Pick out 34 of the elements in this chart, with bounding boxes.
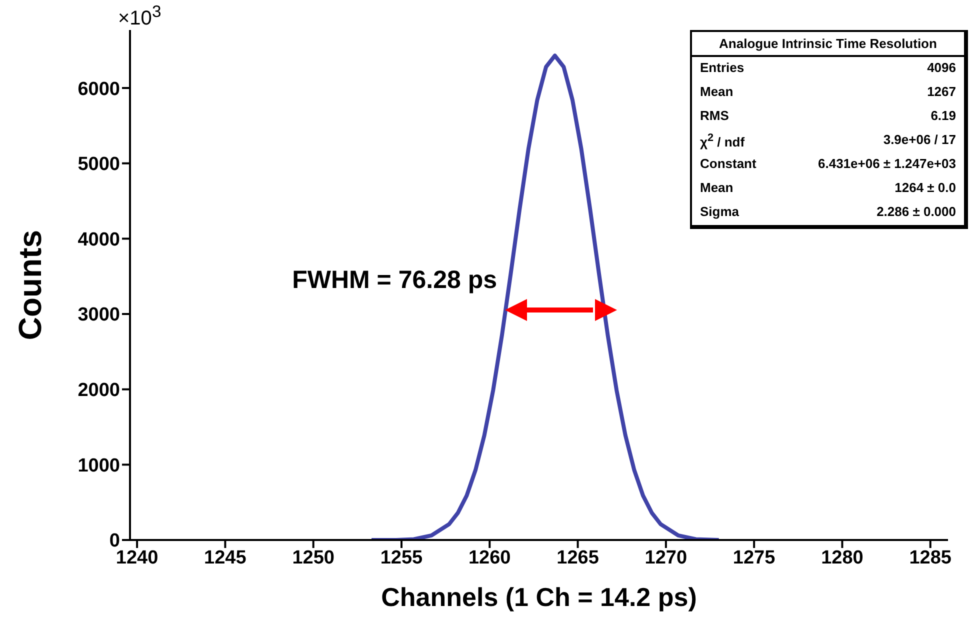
y-tick-label: 5000: [78, 154, 120, 176]
annotation: Entries: [700, 60, 744, 77]
text: Analogue Intrinsic Time Resolution: [692, 32, 964, 57]
y-tick-label: 6000: [78, 78, 120, 100]
annotation: Mean: [700, 180, 734, 197]
annotation: 1267: [927, 84, 956, 101]
annotation: Constant: [700, 156, 756, 173]
y-tick-label: 4000: [78, 229, 120, 250]
x-tick-label: 1250: [292, 547, 334, 568]
x-tick-label: 1280: [821, 547, 864, 568]
x-tick-label: 1265: [556, 547, 600, 568]
annotation: χ$^{2}$ / ndf: [700, 132, 745, 150]
y-axis-title: Counts: [12, 230, 48, 340]
y-tick-label: 2000: [78, 380, 120, 402]
annotation: 4096: [927, 60, 956, 77]
annotation: 6.19: [930, 108, 956, 125]
annotation: 6.431e+06 ± 1.247e+03: [818, 156, 956, 173]
x-tick-label: 1275: [732, 547, 776, 568]
annotation: RMS: [700, 108, 729, 125]
annotation: Sigma: [700, 204, 740, 221]
text: ×10$^{3}$: [118, 2, 162, 31]
x-tick-label: 1285: [909, 547, 952, 568]
annotation: FWHM = 76.28 ps: [292, 266, 497, 294]
y-tick-label: 1000: [78, 455, 120, 476]
y-tick-label: 3000: [78, 304, 120, 326]
annotation: Mean: [700, 84, 734, 101]
x-tick-label: 1245: [204, 547, 247, 568]
annotation: 2.286 ± 0.000: [876, 204, 956, 221]
x-tick-label: 1270: [644, 547, 688, 568]
annotation: 1264 ± 0.0: [894, 180, 956, 197]
x-tick-label: 1255: [380, 547, 424, 568]
x-tick-label: 1260: [468, 547, 511, 568]
annotation: 3.9e+06 / 17: [883, 132, 956, 149]
x-axis-title: Channels (1 Ch = 14.2 ps): [381, 582, 697, 612]
